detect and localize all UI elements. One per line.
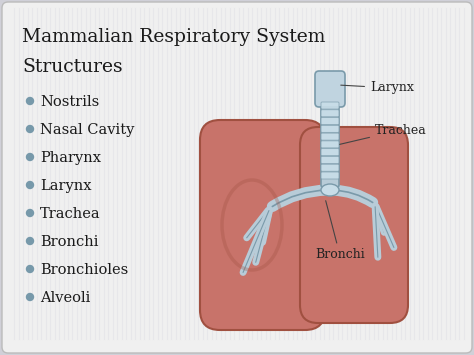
Text: Bronchi: Bronchi xyxy=(315,201,365,262)
FancyBboxPatch shape xyxy=(300,127,408,323)
FancyBboxPatch shape xyxy=(321,141,339,148)
Circle shape xyxy=(27,266,34,273)
FancyBboxPatch shape xyxy=(315,71,345,107)
Text: Mammalian Respiratory System: Mammalian Respiratory System xyxy=(22,28,325,46)
Text: Larynx: Larynx xyxy=(341,82,414,94)
Circle shape xyxy=(27,181,34,189)
FancyBboxPatch shape xyxy=(321,157,339,163)
Text: Bronchioles: Bronchioles xyxy=(40,263,128,277)
Text: Pharynx: Pharynx xyxy=(40,151,101,165)
Circle shape xyxy=(27,98,34,104)
Text: Alveoli: Alveoli xyxy=(40,291,91,305)
Circle shape xyxy=(27,209,34,217)
Circle shape xyxy=(27,126,34,132)
Text: Trachea: Trachea xyxy=(340,124,427,144)
Ellipse shape xyxy=(321,184,339,196)
Text: Nostrils: Nostrils xyxy=(40,95,99,109)
FancyBboxPatch shape xyxy=(200,120,325,330)
Circle shape xyxy=(27,153,34,160)
FancyBboxPatch shape xyxy=(321,110,339,117)
FancyBboxPatch shape xyxy=(321,164,339,171)
FancyBboxPatch shape xyxy=(321,133,339,140)
FancyBboxPatch shape xyxy=(321,93,339,187)
Text: Structures: Structures xyxy=(22,58,123,76)
Text: Nasal Cavity: Nasal Cavity xyxy=(40,123,134,137)
Circle shape xyxy=(27,294,34,300)
Text: Bronchi: Bronchi xyxy=(40,235,99,249)
Circle shape xyxy=(27,237,34,245)
FancyBboxPatch shape xyxy=(321,172,339,179)
FancyBboxPatch shape xyxy=(321,118,339,125)
Text: Larynx: Larynx xyxy=(40,179,91,193)
FancyBboxPatch shape xyxy=(321,125,339,132)
Text: Trachea: Trachea xyxy=(40,207,100,221)
FancyBboxPatch shape xyxy=(321,102,339,109)
FancyBboxPatch shape xyxy=(321,149,339,155)
